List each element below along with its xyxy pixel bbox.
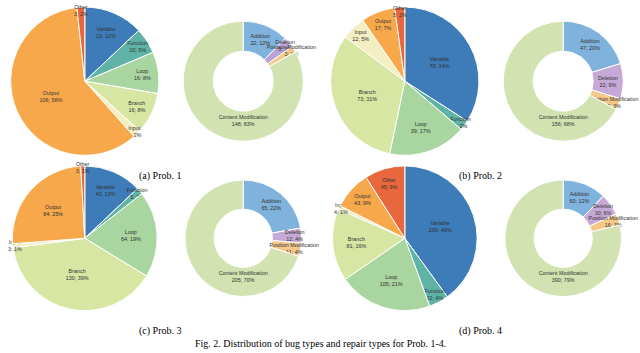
svg-text:Deletion30; 6%: Deletion30; 6% <box>593 203 613 216</box>
html-text:Position Modification: Position Modification <box>266 44 316 51</box>
html-text:4; 1%: 4; 1% <box>334 208 348 215</box>
svg-text:Addition47; 20%: Addition47; 20% <box>580 38 600 51</box>
svg-text:Function10; 5%: Function10; 5% <box>127 40 148 53</box>
svg-text:Input12; 5%: Input12; 5% <box>352 29 369 42</box>
svg-text:Output84; 25%: Output84; 25% <box>43 204 63 217</box>
svg-text:Addition60; 12%: Addition60; 12% <box>570 191 590 204</box>
svg-text:Content Modification148; 83%: Content Modification148; 83% <box>219 114 268 127</box>
html-text:Function: Function <box>126 186 148 193</box>
svg-text:Output43; 9%: Output43; 9% <box>354 193 371 206</box>
html-text:11; 4%: 11; 4% <box>286 249 303 255</box>
svg-text:Other45; 9%: Other45; 9% <box>381 177 398 190</box>
svg-text:Loop64; 19%: Loop64; 19% <box>121 229 141 242</box>
html-text:Position Modification: Position Modification <box>269 242 319 248</box>
svg-text:Variable200; 40%: Variable200; 40% <box>429 220 452 233</box>
svg-text:Branch81; 16%: Branch81; 16% <box>346 236 366 249</box>
html-text:Function: Function <box>450 115 471 122</box>
svg-text:Addition22; 12%: Addition22; 12% <box>250 33 270 46</box>
svg-text:Content Modification390; 79%: Content Modification390; 79% <box>539 270 588 283</box>
svg-text:Content Modification156; 68%: Content Modification156; 68% <box>539 114 588 127</box>
svg-text:Other5; 2%: Other5; 2% <box>393 5 407 18</box>
svg-text:Branch130; 39%: Branch130; 39% <box>66 268 89 281</box>
html-text:3; 2%: 3; 2% <box>127 131 142 138</box>
svg-text:Variable78; 34%: Variable78; 34% <box>430 56 450 69</box>
svg-text:Loop16; 8%: Loop16; 8% <box>134 68 151 81</box>
html-text:5; 2%: 5; 2% <box>453 122 468 129</box>
html-text:Input: Input <box>8 239 21 245</box>
svg-text:Output17; 7%: Output17; 7% <box>375 18 392 31</box>
svg-text:Branch73; 31%: Branch73; 31% <box>357 89 377 102</box>
svg-text:Output106; 58%: Output106; 58% <box>40 90 63 103</box>
svg-text:Loop105; 21%: Loop105; 21% <box>380 274 403 287</box>
svg-text:Deletion12; 4%: Deletion12; 4% <box>285 229 305 242</box>
svg-text:Other3; 2%: Other3; 2% <box>74 4 88 17</box>
html-text:7; 3%: 7; 3% <box>606 102 621 109</box>
html-text:Function: Function <box>424 287 445 294</box>
svg-text:(a) Prob. 1: (a) Prob. 1 <box>139 170 182 182</box>
svg-text:Addition65; 22%: Addition65; 22% <box>261 198 281 211</box>
svg-text:(d) Prob. 4: (d) Prob. 4 <box>459 325 502 337</box>
html-text:Deletion: Deletion <box>275 38 295 45</box>
svg-text:Fig. 2. Distribution of bug ty: Fig. 2. Distribution of bug types and re… <box>195 338 446 349</box>
html-text:5; 2%: 5; 2% <box>130 193 145 200</box>
svg-text:Variable23; 12%: Variable23; 12% <box>96 26 116 39</box>
html-text:Input: Input <box>334 201 347 208</box>
html-text:22; 4%: 22; 4% <box>426 294 444 301</box>
svg-text:Variable43; 13%: Variable43; 13% <box>95 184 115 197</box>
svg-text:Deletion22; 9%: Deletion22; 9% <box>598 75 618 88</box>
svg-text:(b) Prob. 2: (b) Prob. 2 <box>459 170 502 182</box>
svg-text:Loop39; 17%: Loop39; 17% <box>411 121 431 134</box>
svg-text:Position Modification16; 3%: Position Modification16; 3% <box>589 215 638 228</box>
html-text:3; 1%: 3; 1% <box>7 246 22 252</box>
html-text:3; 1%: 3; 1% <box>284 51 299 58</box>
svg-text:Other3; 1%: Other3; 1% <box>76 161 90 174</box>
html-text:Position Modification: Position Modification <box>589 95 639 102</box>
svg-text:Branch16; 8%: Branch16; 8% <box>128 100 145 113</box>
svg-text:(c) Prob. 3: (c) Prob. 3 <box>139 325 182 337</box>
html-text:5; 3%: 5; 3% <box>278 45 292 52</box>
svg-text:Content Modification205; 70%: Content Modification205; 70% <box>219 270 268 283</box>
html-text:Input: Input <box>128 124 141 131</box>
